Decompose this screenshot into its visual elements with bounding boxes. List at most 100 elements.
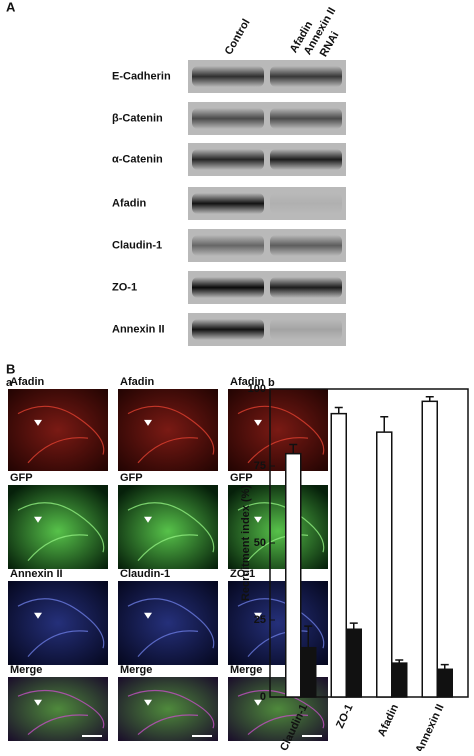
blot-band [270, 319, 342, 340]
arrowhead [144, 612, 152, 619]
blot-band [192, 66, 264, 87]
x-tick-label: Annexin II [414, 702, 447, 751]
x-tick-label: Afadin [376, 702, 401, 738]
micrograph [228, 389, 328, 471]
arrowhead [34, 612, 42, 619]
arrowhead [144, 419, 152, 426]
arrowhead [144, 516, 152, 523]
panel-label: A [6, 0, 16, 14]
micrograph [118, 389, 218, 471]
error-bar [440, 663, 449, 670]
micrograph [8, 677, 108, 741]
arrowhead [254, 419, 262, 426]
cell-outline [127, 502, 215, 561]
micrograph [8, 389, 108, 471]
scale-bar [302, 735, 322, 737]
y-tick-label: 75 [254, 460, 266, 472]
micrograph [118, 677, 218, 741]
y-tick-label: 0 [260, 691, 266, 703]
blot-band [192, 193, 264, 214]
error-bar [380, 415, 389, 433]
blot-band [192, 235, 264, 256]
arrowhead [254, 516, 262, 523]
micrograph [228, 485, 328, 569]
error-bar [349, 622, 358, 630]
y-tick-label: 50 [254, 537, 266, 549]
blot-band [192, 277, 264, 298]
y-axis-label: Recruitment index (%) [240, 485, 252, 601]
image-label: Annexin II [10, 568, 63, 580]
blot-label: E-Cadherin [112, 70, 171, 82]
error-bar [304, 625, 313, 648]
image-label: GFP [120, 472, 143, 484]
error-bar [425, 395, 434, 402]
error-bar [289, 443, 298, 454]
micrograph [118, 485, 218, 569]
blot-band [192, 108, 264, 129]
arrowhead [254, 699, 262, 706]
blot-band [270, 193, 342, 214]
micrograph [8, 581, 108, 665]
blot-label: ZO-1 [112, 281, 137, 293]
column-header: Control [223, 17, 253, 57]
image-label: Afadin [120, 376, 155, 388]
scale-bar [82, 735, 102, 737]
image-label: Afadin [10, 376, 45, 388]
blot-band [270, 108, 342, 129]
image-label: Merge [10, 664, 42, 676]
blot-band [270, 149, 342, 170]
bar [391, 662, 408, 698]
blot-band [270, 235, 342, 256]
bar [330, 412, 347, 698]
blot-label: Afadin [112, 197, 147, 209]
error-bar [334, 406, 343, 414]
image-label: Afadin [230, 376, 265, 388]
blot-band [270, 277, 342, 298]
arrowhead [144, 699, 152, 706]
cell-outline [17, 689, 105, 736]
y-tick-label: 100 [248, 383, 266, 395]
arrowhead [34, 699, 42, 706]
image-label: GFP [10, 472, 33, 484]
x-tick-label: ZO-1 [334, 702, 355, 730]
blot-band [192, 319, 264, 340]
blot-band [192, 149, 264, 170]
cell-outline [127, 689, 215, 736]
blot-band [270, 66, 342, 87]
arrowhead [34, 516, 42, 523]
cell-outline [17, 405, 105, 464]
bar [345, 628, 362, 698]
blot-label: Annexin II [112, 323, 165, 335]
cell-outline [17, 502, 105, 561]
bar [376, 431, 393, 698]
blot-label: β-Catenin [112, 112, 163, 124]
image-label: GFP [230, 472, 253, 484]
sub-label: a [6, 377, 13, 389]
error-bar [395, 659, 404, 664]
bar [300, 646, 317, 698]
bar [285, 452, 302, 698]
scale-bar [192, 735, 212, 737]
image-label: ZO-1 [230, 568, 255, 580]
sub-label: b [268, 377, 275, 389]
blot-label: α-Catenin [112, 153, 163, 165]
cell-outline [17, 598, 105, 657]
arrowhead [34, 419, 42, 426]
cell-outline [127, 598, 215, 657]
arrowhead [254, 612, 262, 619]
image-label: Claudin-1 [120, 568, 170, 580]
image-label: Merge [230, 664, 262, 676]
micrograph [8, 485, 108, 569]
image-label: Merge [120, 664, 152, 676]
y-tick-label: 25 [254, 614, 266, 626]
bar [436, 668, 453, 698]
bar [421, 400, 438, 698]
cell-outline [127, 405, 215, 464]
panel-label: B [6, 361, 15, 376]
blot-label: Claudin-1 [112, 239, 162, 251]
cell-outline [237, 405, 325, 464]
micrograph [118, 581, 218, 665]
cell-outline [237, 689, 325, 736]
